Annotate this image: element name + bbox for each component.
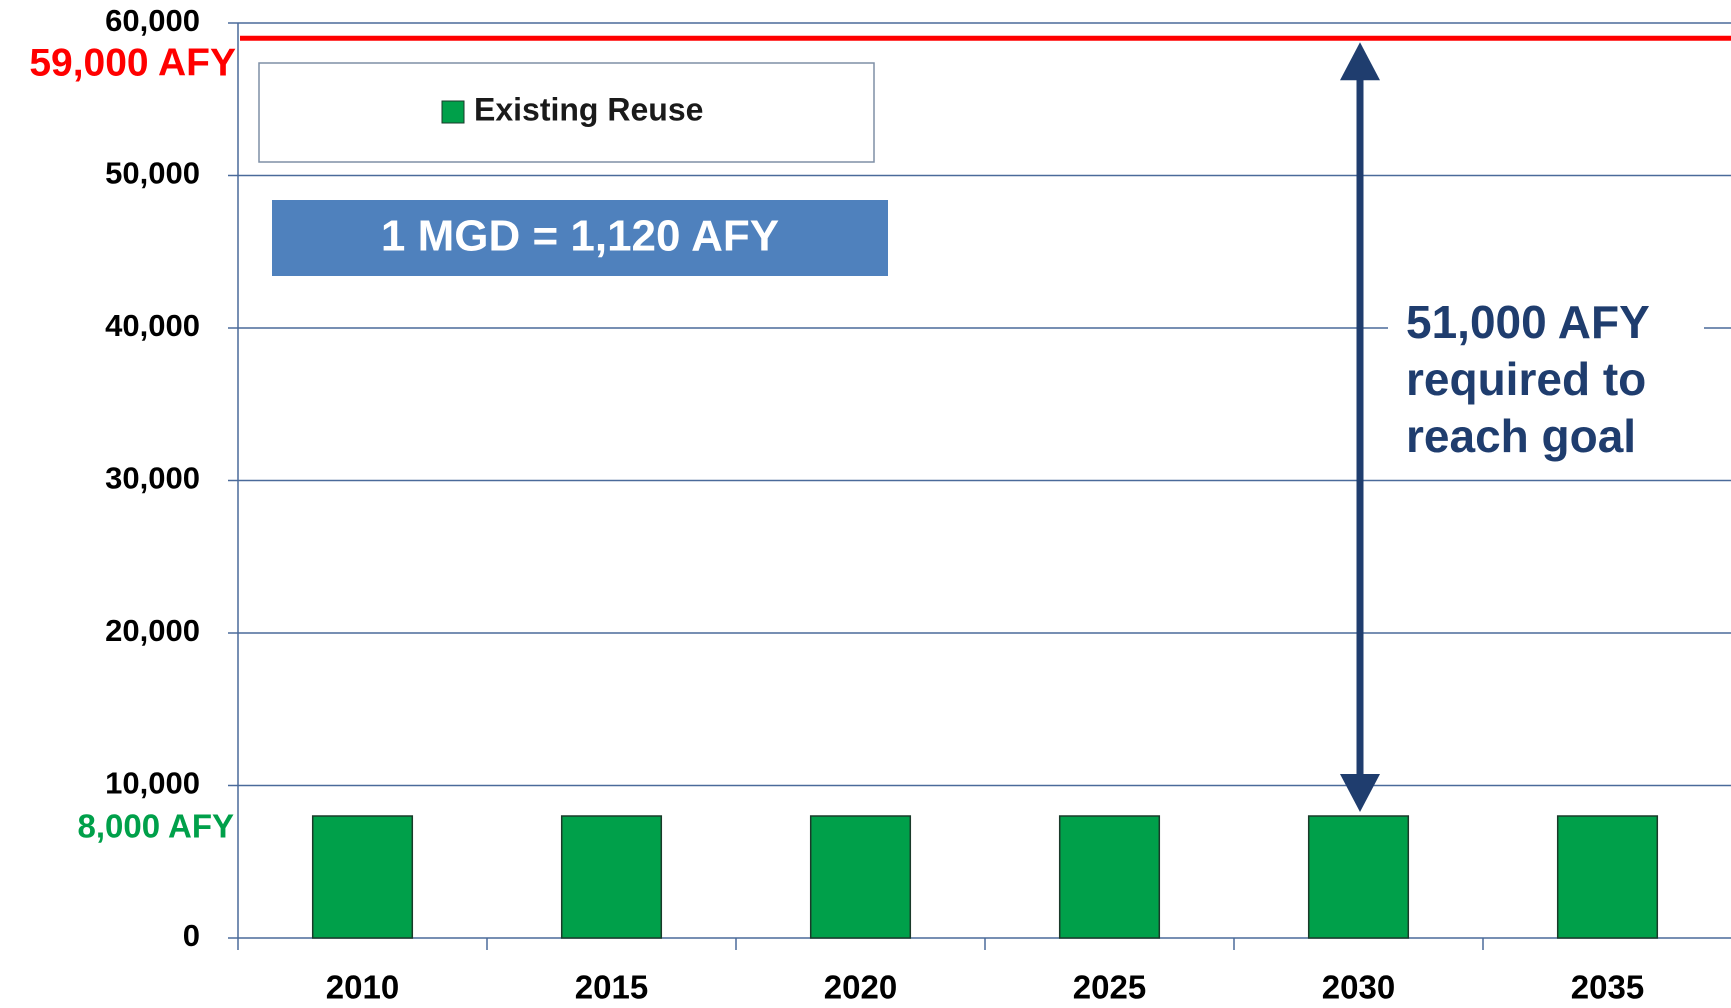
gap-note: reach goal [1406,410,1636,462]
y-tick-label: 40,000 [105,308,200,343]
y-tick-label: 0 [183,918,200,953]
arrow-head [1340,42,1380,81]
legend-box [258,62,875,163]
goal-label: 59,000 AFY [29,41,236,84]
legend-label: Existing Reuse [474,91,703,127]
y-tick-label: 20,000 [105,613,200,648]
note-box [272,200,888,276]
x-tick-label: 2010 [326,969,399,1006]
gap-note: 51,000 AFY [1406,296,1650,348]
bar [809,815,912,939]
bar [560,815,663,939]
conversion-note: 1 MGD = 1,120 AFY [381,212,779,261]
y-tick-label: 50,000 [105,156,200,191]
bar [1307,815,1410,939]
note-bg [1388,292,1704,472]
base-label: 8,000 AFY [77,808,234,845]
x-tick-label: 2025 [1073,969,1146,1006]
x-tick-label: 2020 [824,969,897,1006]
gap-note: required to [1406,353,1646,405]
y-tick-label: 10,000 [105,766,200,801]
x-tick-label: 2030 [1322,969,1395,1006]
x-tick-label: 2035 [1571,969,1644,1006]
y-tick-label: 30,000 [105,461,200,496]
bar [1058,815,1161,939]
y-tick-label: 60,000 [105,3,200,38]
legend-swatch [441,100,465,124]
bar [1556,815,1659,939]
arrow-head [1340,774,1380,812]
x-tick-label: 2015 [575,969,648,1006]
bar [311,815,414,939]
